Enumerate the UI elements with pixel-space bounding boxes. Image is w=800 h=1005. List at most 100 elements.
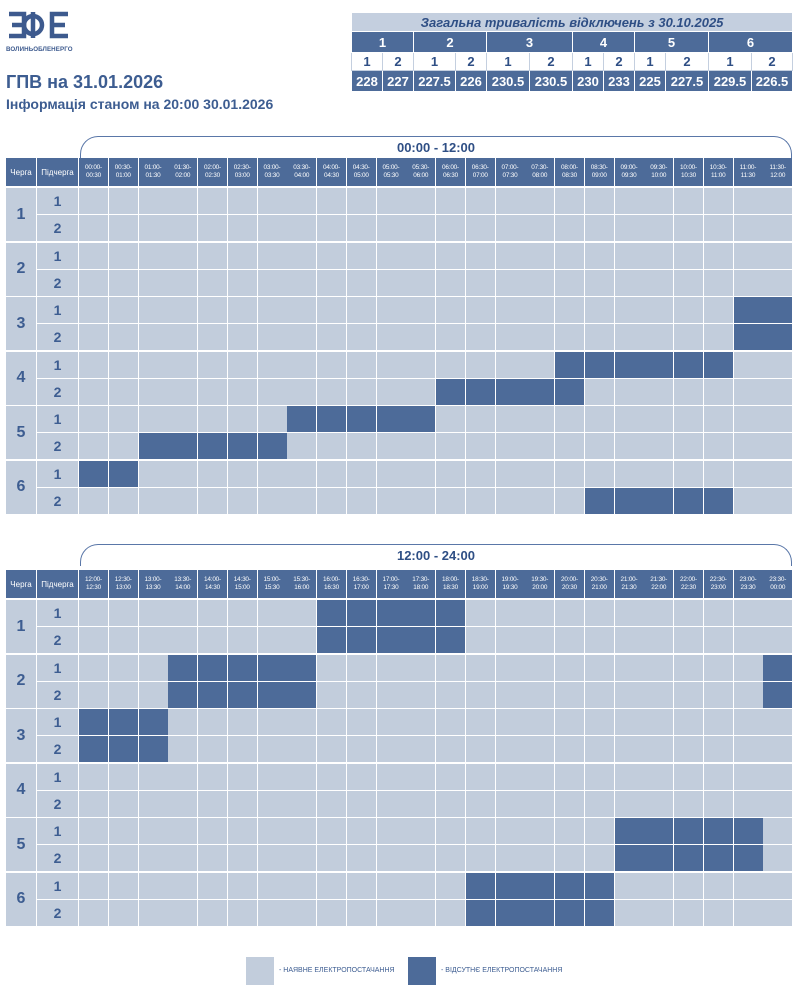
power-on-cell: [287, 872, 317, 899]
power-on-cell: [138, 845, 168, 872]
queue-label: 3: [6, 297, 36, 351]
power-on-cell: [644, 433, 674, 460]
time-slot-header: 10:00- 10:30: [674, 158, 703, 186]
power-on-cell: [198, 460, 227, 487]
power-on-cell: [555, 627, 584, 654]
power-on-cell: [168, 188, 198, 214]
power-on-cell: [614, 324, 644, 351]
power-on-cell: [644, 460, 674, 487]
power-on-cell: [168, 627, 198, 654]
time-range-header: 00:00 - 12:00: [80, 136, 792, 158]
power-on-cell: [614, 709, 644, 735]
time-slot-header: 15:30- 16:00: [287, 570, 317, 598]
power-on-cell: [525, 460, 555, 487]
legend-swatch-outage: [408, 957, 436, 985]
power-on-cell: [644, 378, 674, 405]
power-on-cell: [168, 763, 198, 790]
power-on-cell: [555, 324, 584, 351]
time-slot-header: 12:00- 12:30: [79, 570, 108, 598]
power-on-cell: [108, 790, 138, 817]
page-title: ГПВ на 31.01.2026: [6, 72, 164, 92]
power-on-cell: [168, 297, 198, 323]
outage-cell: [79, 736, 108, 763]
power-on-cell: [614, 215, 644, 242]
summary-hours-value: 226: [455, 70, 487, 92]
subqueue-label: 2: [37, 378, 78, 405]
outage-cell: [495, 872, 525, 899]
power-on-cell: [733, 790, 763, 817]
outage-cell: [763, 297, 793, 323]
power-on-cell: [346, 460, 376, 487]
power-on-cell: [138, 790, 168, 817]
power-on-cell: [198, 627, 227, 654]
power-on-cell: [584, 406, 614, 432]
time-slot-header: 11:00- 11:30: [733, 158, 763, 186]
outage-cell: [168, 681, 198, 708]
power-on-cell: [317, 654, 346, 681]
time-slot-header: 21:00- 21:30: [614, 570, 644, 598]
time-slot-header: 19:30- 20:00: [525, 570, 555, 598]
power-on-cell: [227, 845, 257, 872]
power-on-cell: [317, 736, 346, 763]
power-on-cell: [614, 297, 644, 323]
power-on-cell: [703, 600, 733, 626]
power-on-cell: [525, 406, 555, 432]
summary-queue-label: 6: [707, 31, 794, 53]
power-on-cell: [674, 460, 703, 487]
power-on-cell: [436, 872, 465, 899]
power-on-cell: [376, 460, 406, 487]
outage-cell: [584, 899, 614, 926]
power-on-cell: [436, 845, 465, 872]
time-slot-header: 16:00- 16:30: [317, 570, 346, 598]
power-on-cell: [376, 242, 406, 269]
outage-cell: [465, 872, 495, 899]
power-on-cell: [495, 790, 525, 817]
power-on-cell: [376, 351, 406, 378]
summary-subqueue-label: 2: [750, 52, 794, 71]
time-slot-header: 14:30- 15:00: [227, 570, 257, 598]
power-on-cell: [138, 351, 168, 378]
outage-cell: [198, 433, 227, 460]
outage-cell: [168, 654, 198, 681]
power-on-cell: [555, 790, 584, 817]
power-on-cell: [614, 654, 644, 681]
power-on-cell: [763, 736, 793, 763]
power-on-cell: [495, 487, 525, 514]
power-on-cell: [436, 242, 465, 269]
power-on-cell: [376, 433, 406, 460]
power-on-cell: [346, 709, 376, 735]
outage-cell: [733, 297, 763, 323]
power-on-cell: [376, 845, 406, 872]
power-on-cell: [108, 654, 138, 681]
power-on-cell: [614, 872, 644, 899]
power-on-cell: [257, 269, 287, 296]
power-on-cell: [644, 324, 674, 351]
power-on-cell: [436, 736, 465, 763]
power-on-cell: [644, 600, 674, 626]
power-on-cell: [108, 487, 138, 514]
power-on-cell: [257, 627, 287, 654]
power-on-cell: [644, 872, 674, 899]
queue-label: 4: [6, 351, 36, 405]
outage-cell: [376, 600, 406, 626]
power-on-cell: [376, 872, 406, 899]
power-on-cell: [703, 790, 733, 817]
power-on-cell: [287, 627, 317, 654]
power-on-cell: [733, 899, 763, 926]
power-on-cell: [644, 269, 674, 296]
power-on-cell: [198, 600, 227, 626]
power-on-cell: [644, 899, 674, 926]
power-on-cell: [257, 790, 287, 817]
power-on-cell: [168, 899, 198, 926]
power-on-cell: [674, 899, 703, 926]
power-on-cell: [555, 845, 584, 872]
power-on-cell: [555, 406, 584, 432]
power-on-cell: [674, 600, 703, 626]
time-slot-header: 03:30- 04:00: [287, 158, 317, 186]
power-on-cell: [376, 269, 406, 296]
power-on-cell: [376, 790, 406, 817]
power-on-cell: [317, 790, 346, 817]
power-on-cell: [525, 188, 555, 214]
power-on-cell: [436, 188, 465, 214]
power-on-cell: [227, 600, 257, 626]
